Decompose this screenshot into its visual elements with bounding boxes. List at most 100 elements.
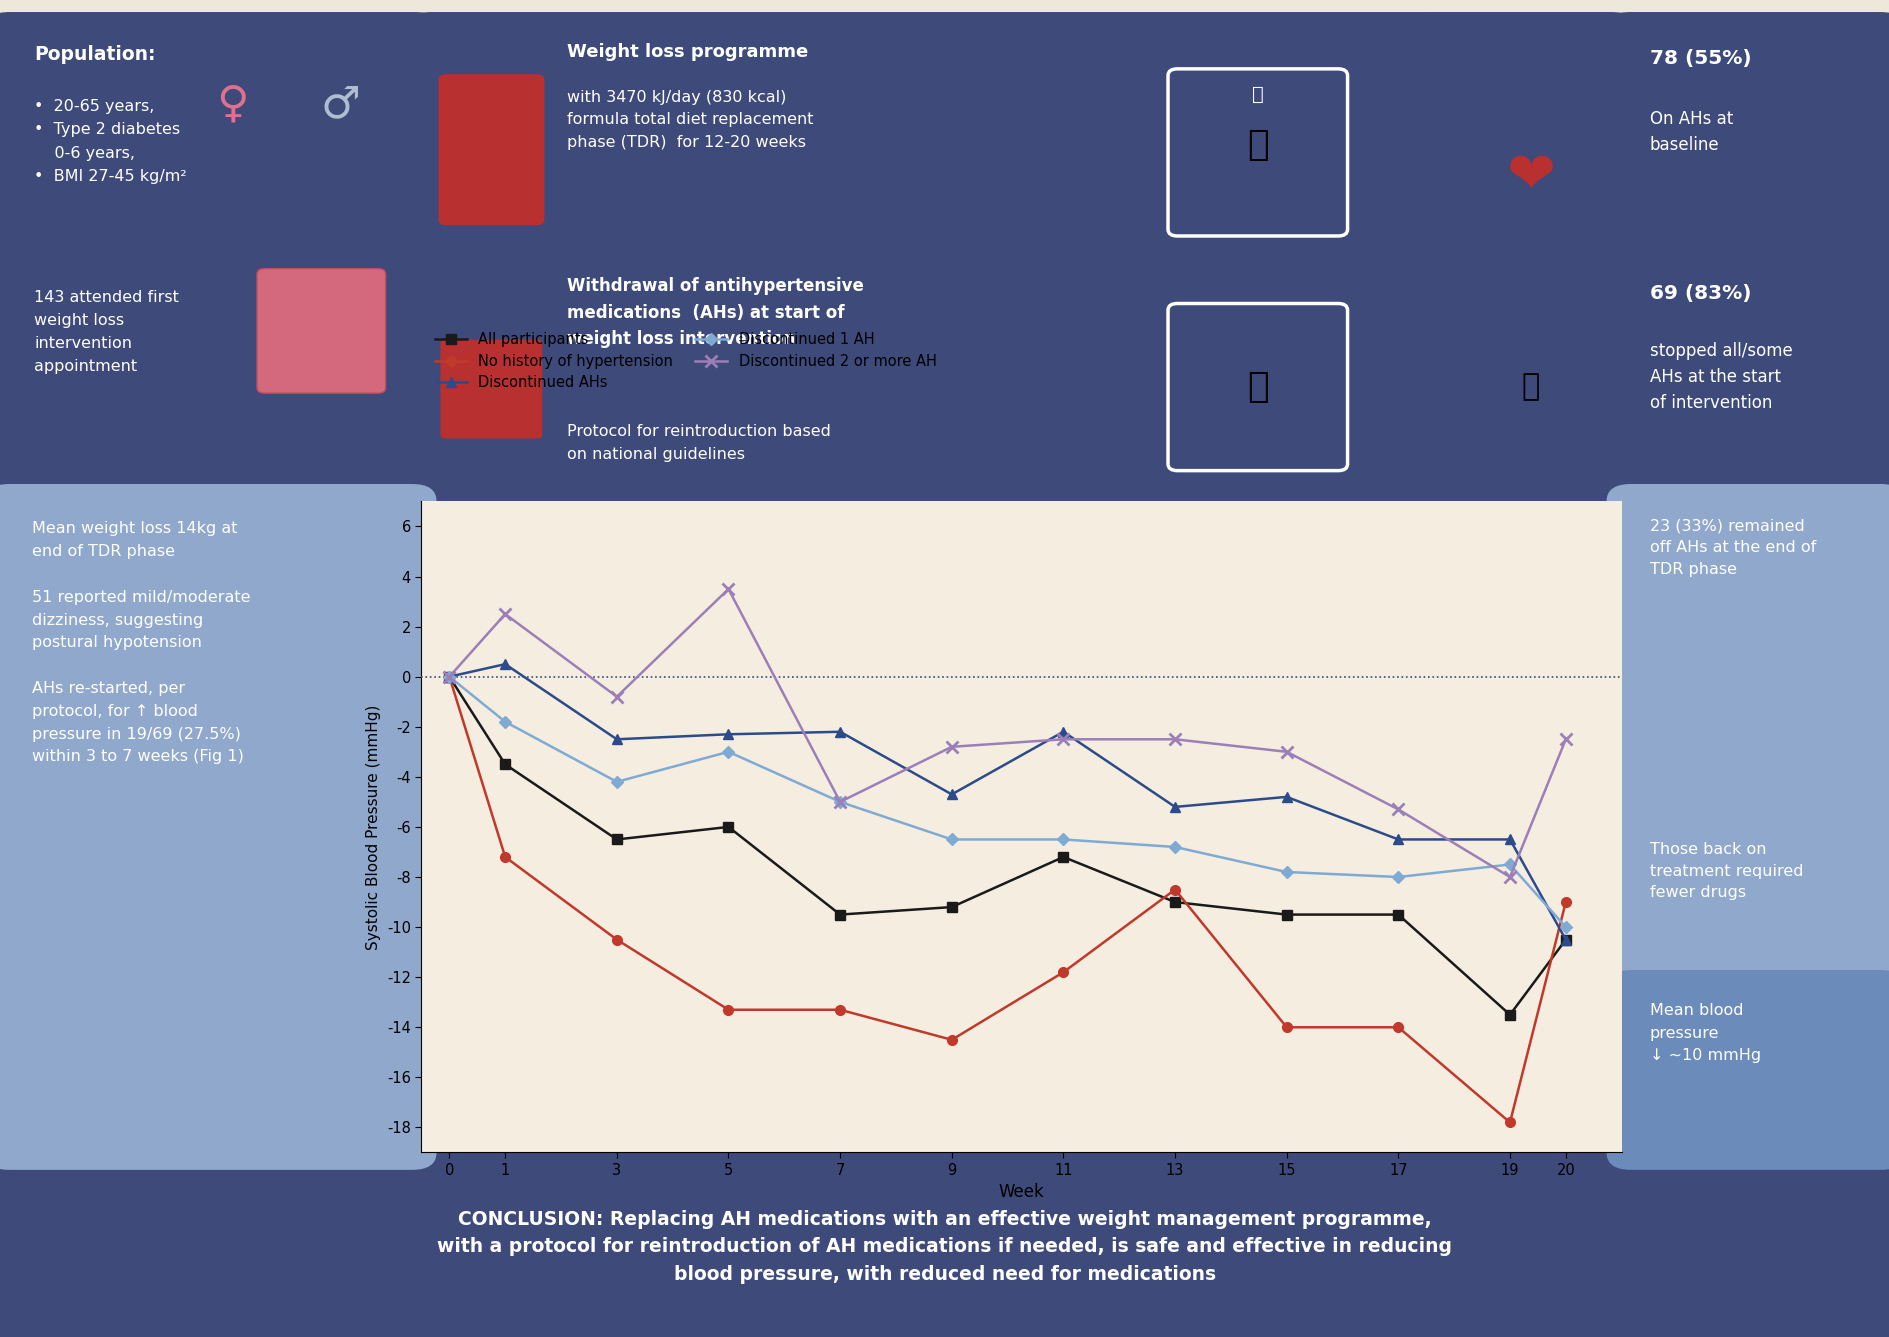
Discontinued AHs xyxy=(1164,800,1186,816)
Text: 🩺: 🩺 xyxy=(1521,373,1540,401)
Text: 143 attended first
weight loss
intervention
appointment: 143 attended first weight loss intervent… xyxy=(34,290,179,373)
All participants xyxy=(1387,906,1409,923)
No history of hypertension xyxy=(1387,1019,1409,1035)
Text: ⌒: ⌒ xyxy=(1251,84,1264,103)
Text: Withdrawal of antihypertensive
medications  (AHs) at start of
weight loss interv: Withdrawal of antihypertensive medicatio… xyxy=(567,278,863,348)
Discontinued AHs xyxy=(829,723,852,739)
Discontinued 2 or more AH xyxy=(438,668,461,685)
Discontinued 2 or more AH xyxy=(716,582,739,598)
No history of hypertension xyxy=(604,932,627,948)
All participants xyxy=(829,906,852,923)
Discontinued 1 AH xyxy=(1052,832,1075,848)
Line: No history of hypertension: No history of hypertension xyxy=(444,671,1570,1127)
FancyBboxPatch shape xyxy=(0,1150,1889,1337)
All participants xyxy=(941,898,963,915)
All participants xyxy=(493,757,516,773)
Text: 💊: 💊 xyxy=(1247,370,1268,404)
Discontinued AHs xyxy=(1498,832,1521,848)
Discontinued 1 AH xyxy=(604,774,627,790)
Text: CONCLUSION: Replacing AH medications with an effective weight management program: CONCLUSION: Replacing AH medications wit… xyxy=(436,1210,1453,1284)
All participants xyxy=(1052,849,1075,865)
No history of hypertension xyxy=(716,1001,739,1017)
No history of hypertension xyxy=(1553,894,1575,910)
Line: Discontinued AHs: Discontinued AHs xyxy=(444,659,1570,944)
Discontinued 2 or more AH xyxy=(493,606,516,622)
Text: Mean weight loss 14kg at
end of TDR phase

51 reported mild/moderate
dizziness, : Mean weight loss 14kg at end of TDR phas… xyxy=(32,521,251,765)
All participants xyxy=(1164,894,1186,910)
No history of hypertension xyxy=(493,849,516,865)
Discontinued 1 AH xyxy=(1275,864,1298,880)
Discontinued 1 AH xyxy=(1498,857,1521,873)
Discontinued AHs xyxy=(604,731,627,747)
Line: All participants: All participants xyxy=(444,671,1570,1020)
Discontinued 2 or more AH xyxy=(604,689,627,705)
Discontinued AHs xyxy=(941,786,963,802)
Text: Mean blood
pressure
↓ ~10 mmHg: Mean blood pressure ↓ ~10 mmHg xyxy=(1649,1004,1761,1063)
Discontinued 1 AH xyxy=(1164,838,1186,854)
Discontinued 2 or more AH xyxy=(1052,731,1075,747)
Text: 78 (55%): 78 (55%) xyxy=(1649,49,1751,68)
Discontinued AHs xyxy=(1387,832,1409,848)
Line: Discontinued 2 or more AH: Discontinued 2 or more AH xyxy=(442,583,1572,884)
Discontinued 2 or more AH xyxy=(1553,731,1575,747)
Discontinued 2 or more AH xyxy=(1387,801,1409,817)
No history of hypertension xyxy=(438,668,461,685)
Discontinued 1 AH xyxy=(438,668,461,685)
Text: ♂: ♂ xyxy=(319,83,361,126)
Line: Discontinued 1 AH: Discontinued 1 AH xyxy=(446,673,1570,932)
Text: •  20-65 years,
•  Type 2 diabetes
    0-6 years,
•  BMI 27-45 kg/m²: • 20-65 years, • Type 2 diabetes 0-6 yea… xyxy=(34,99,187,185)
FancyBboxPatch shape xyxy=(438,75,544,225)
Text: stopped all/some
AHs at the start
of intervention: stopped all/some AHs at the start of int… xyxy=(1649,342,1793,412)
All participants xyxy=(1498,1007,1521,1023)
Discontinued AHs xyxy=(1275,789,1298,805)
Discontinued AHs xyxy=(716,726,739,742)
Text: 6.5: 6.5 xyxy=(304,297,338,316)
FancyBboxPatch shape xyxy=(406,12,1634,270)
FancyBboxPatch shape xyxy=(1606,808,1889,995)
Discontinued 1 AH xyxy=(1553,919,1575,935)
Text: Those back on
treatment required
fewer drugs: Those back on treatment required fewer d… xyxy=(1649,842,1802,900)
No history of hypertension xyxy=(1052,964,1075,980)
Discontinued AHs xyxy=(438,668,461,685)
Text: Weight loss programme: Weight loss programme xyxy=(567,43,808,60)
Text: Protocol for reintroduction based
on national guidelines: Protocol for reintroduction based on nat… xyxy=(567,425,831,461)
Discontinued AHs xyxy=(1553,932,1575,948)
Discontinued 1 AH xyxy=(941,832,963,848)
Text: 69 (83%): 69 (83%) xyxy=(1649,285,1751,303)
Discontinued 1 AH xyxy=(829,794,852,810)
No history of hypertension xyxy=(1164,881,1186,897)
Discontinued 1 AH xyxy=(716,743,739,759)
Text: −: − xyxy=(470,361,512,409)
Y-axis label: Systolic Blood Pressure (mmHg): Systolic Blood Pressure (mmHg) xyxy=(366,705,382,949)
All participants xyxy=(1553,932,1575,948)
All participants xyxy=(1275,906,1298,923)
FancyBboxPatch shape xyxy=(1606,246,1889,505)
Text: +: + xyxy=(465,115,518,174)
Discontinued 2 or more AH xyxy=(1275,743,1298,759)
Discontinued 1 AH xyxy=(493,714,516,730)
No history of hypertension xyxy=(1275,1019,1298,1035)
FancyBboxPatch shape xyxy=(1606,484,1889,832)
Discontinued AHs xyxy=(1052,723,1075,739)
All participants xyxy=(604,832,627,848)
Text: Population:: Population: xyxy=(34,45,155,64)
FancyBboxPatch shape xyxy=(1606,12,1889,270)
Discontinued 2 or more AH xyxy=(1164,731,1186,747)
All participants xyxy=(716,818,739,834)
Text: On AHs at
baseline: On AHs at baseline xyxy=(1649,110,1732,154)
X-axis label: Week: Week xyxy=(997,1183,1045,1202)
Discontinued 2 or more AH xyxy=(1498,869,1521,885)
FancyBboxPatch shape xyxy=(1606,971,1889,1170)
Text: 👣: 👣 xyxy=(1247,128,1268,162)
No history of hypertension xyxy=(829,1001,852,1017)
FancyBboxPatch shape xyxy=(440,340,542,439)
Text: ❤: ❤ xyxy=(1506,147,1555,205)
FancyBboxPatch shape xyxy=(257,269,385,393)
No history of hypertension xyxy=(1498,1115,1521,1131)
Discontinued 2 or more AH xyxy=(829,794,852,810)
Discontinued 1 AH xyxy=(1387,869,1409,885)
Text: 23 (33%) remained
off AHs at the end of
TDR phase: 23 (33%) remained off AHs at the end of … xyxy=(1649,519,1815,578)
Discontinued 2 or more AH xyxy=(941,739,963,755)
FancyBboxPatch shape xyxy=(406,246,1634,505)
Discontinued AHs xyxy=(493,656,516,673)
